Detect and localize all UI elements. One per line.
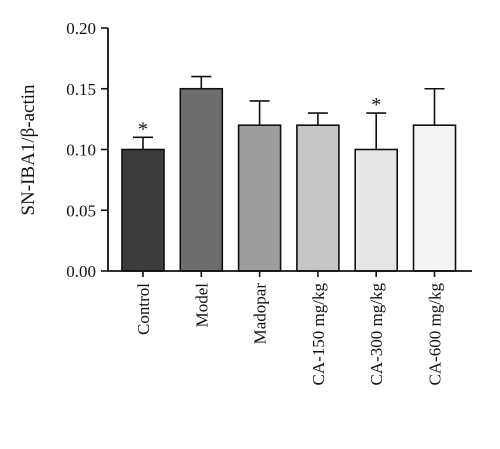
- y-tick-label-4: 0.20: [66, 19, 96, 38]
- x-tick-label-2: Madopar: [251, 283, 270, 345]
- y-tick-label-2: 0.10: [66, 141, 96, 160]
- x-tick-label-5: CA-600 mg/kg: [426, 283, 445, 386]
- significance-layer: **: [138, 94, 381, 140]
- bar-2: [237, 124, 282, 272]
- bar-4: [354, 148, 399, 272]
- bar-1: [179, 87, 224, 272]
- error-bar-3: [307, 112, 328, 126]
- x-tick-label-0: Control: [134, 283, 153, 335]
- bar-5: [412, 124, 457, 272]
- significance-marker-4: *: [371, 94, 381, 116]
- y-axis-title: SN-IBA1/β-actin: [18, 84, 39, 216]
- x-tick-label-3: CA-150 mg/kg: [309, 283, 328, 386]
- significance-marker-0: *: [138, 118, 148, 140]
- x-tick-label-4: CA-300 mg/kg: [367, 283, 386, 386]
- bars-layer: [121, 87, 457, 272]
- axes-layer: Control Model Madopar CA-150 mg/kg CA-300 mg…: [66, 19, 472, 385]
- y-tick-label-3: 0.15: [66, 80, 96, 99]
- x-tick-label-1: Model: [192, 283, 211, 328]
- error-bar-4: [366, 112, 387, 150]
- error-bar-5: [424, 87, 445, 126]
- error-bar-2: [249, 100, 270, 126]
- error-bar-1: [191, 75, 212, 89]
- y-tick-label-0: 0.00: [66, 262, 96, 281]
- y-tick-label-1: 0.05: [66, 201, 96, 220]
- error-bars-layer: [133, 75, 445, 150]
- error-bar-0: [133, 136, 153, 150]
- bar-3: [296, 124, 340, 272]
- bar-0: [121, 148, 165, 272]
